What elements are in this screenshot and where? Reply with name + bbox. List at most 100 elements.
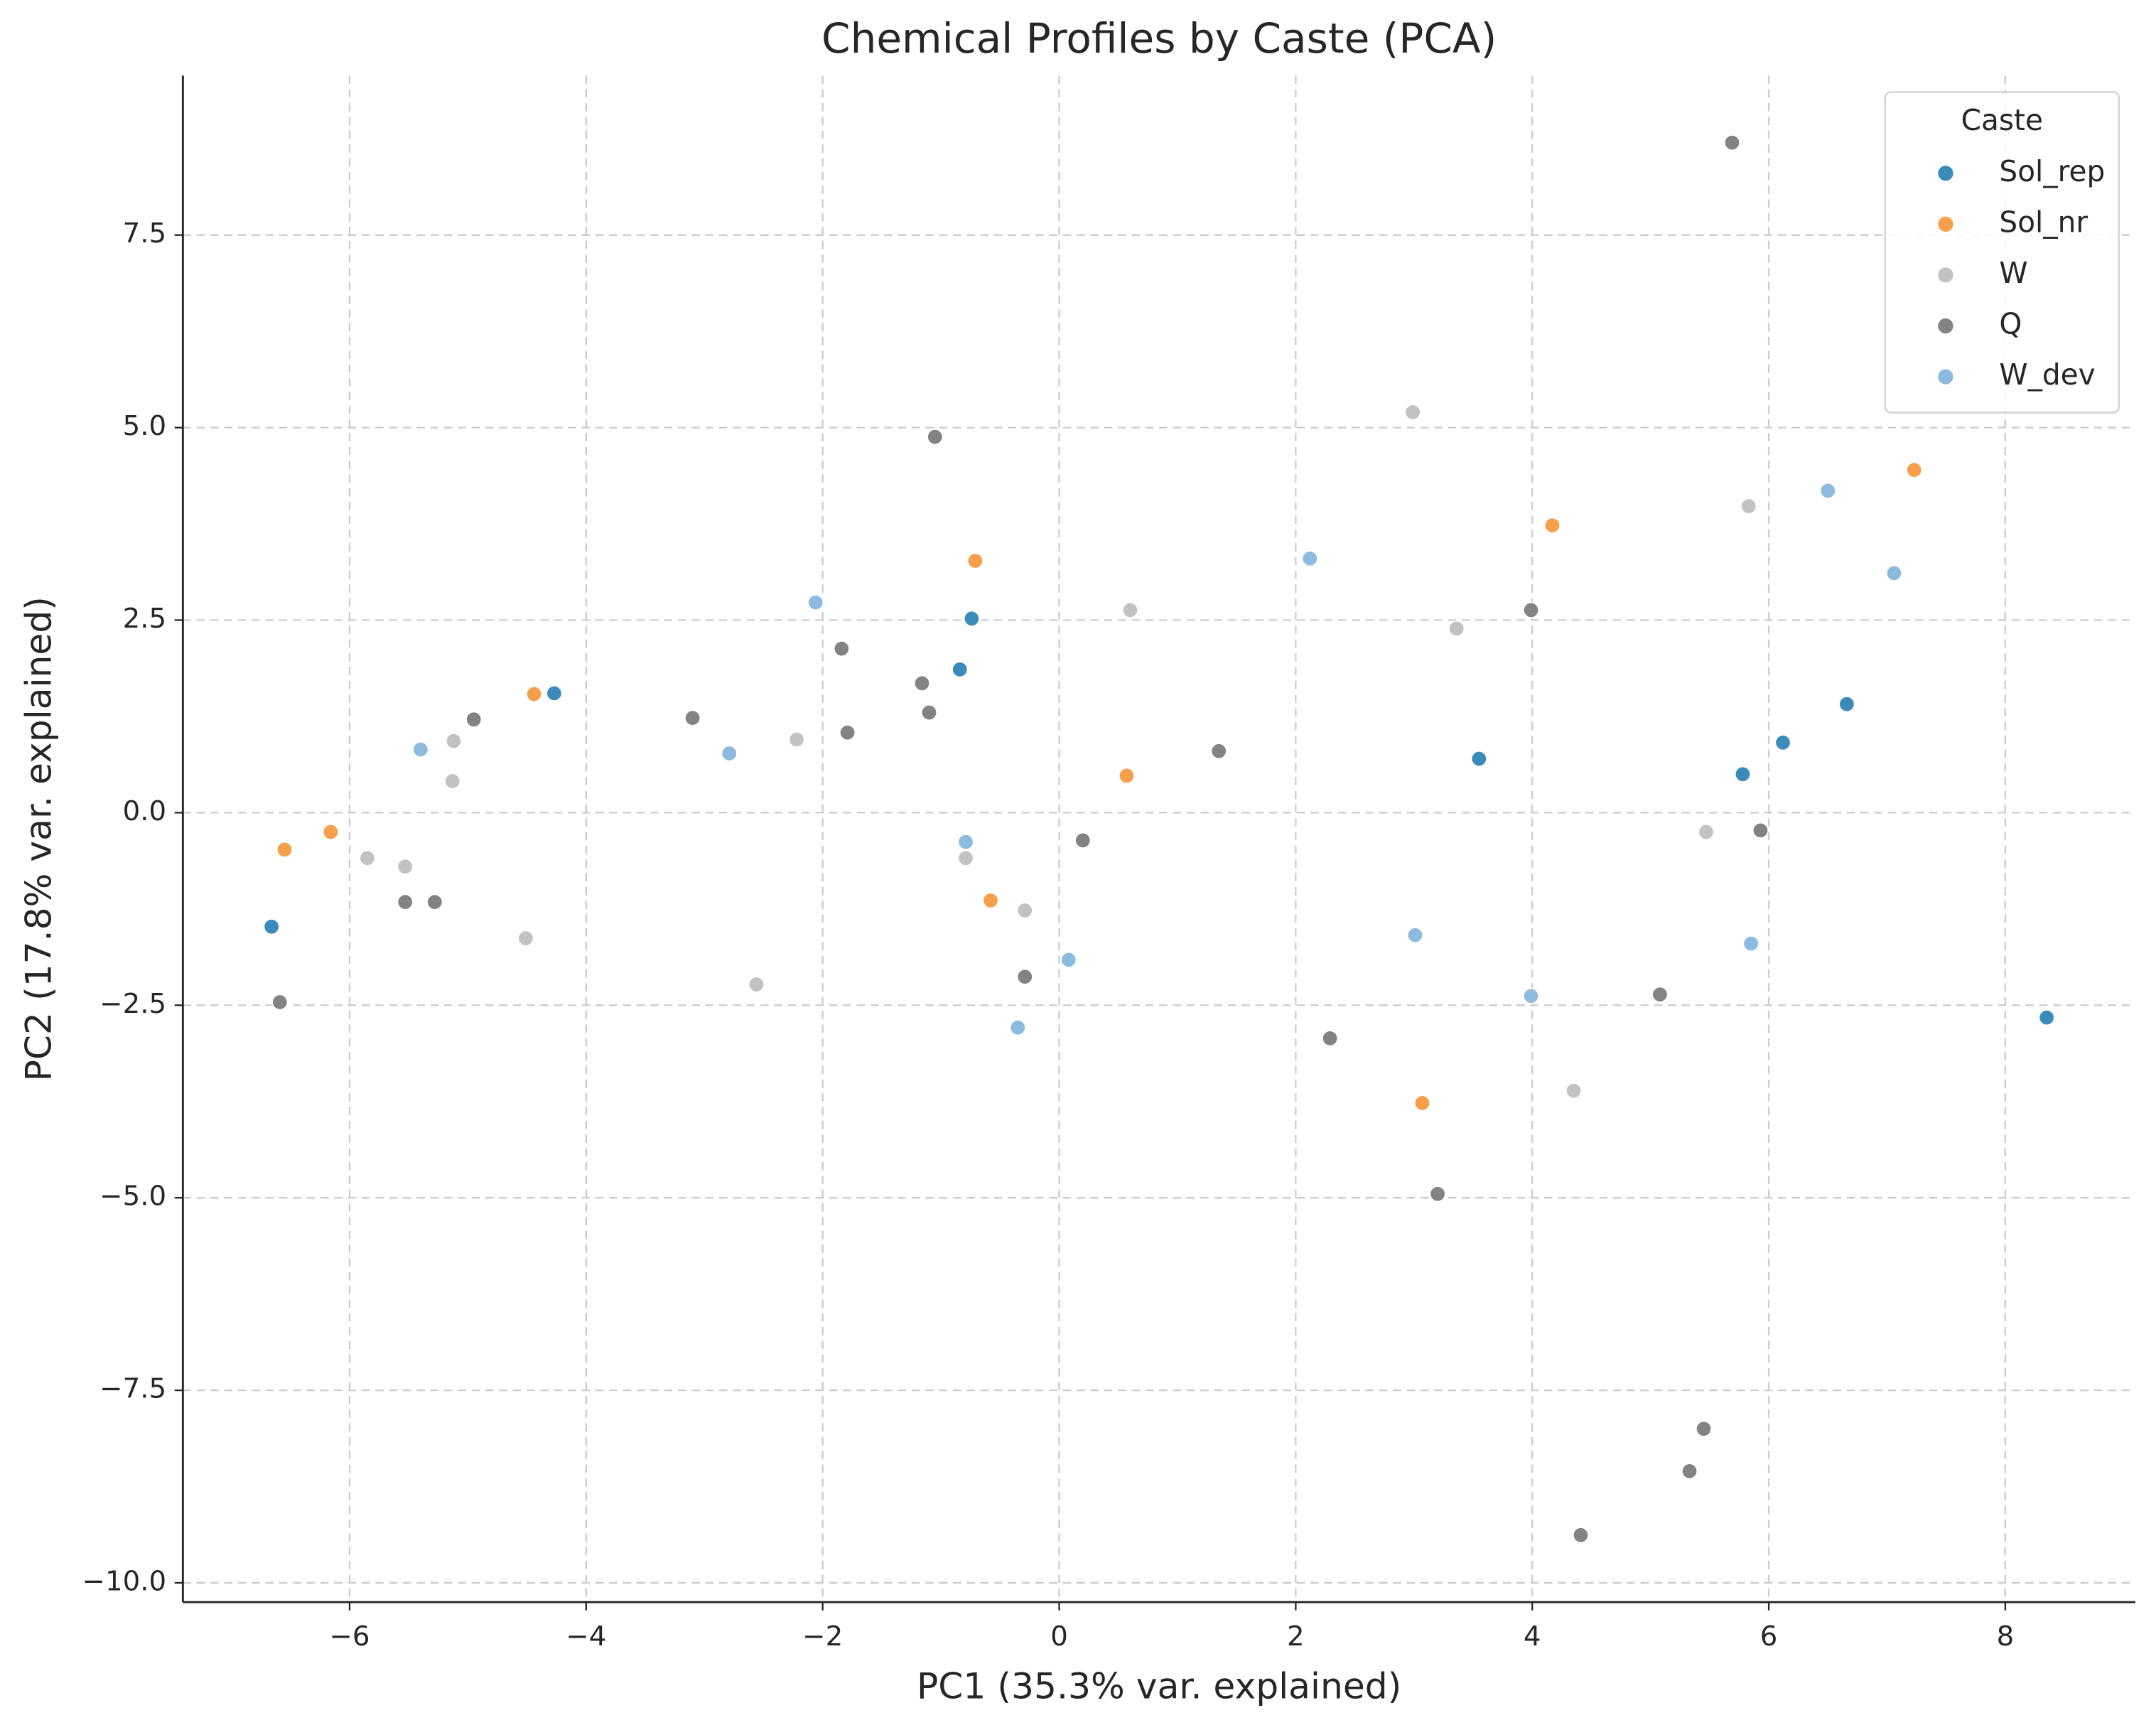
point — [952, 661, 969, 678]
point — [1523, 602, 1539, 618]
point — [1681, 1463, 1698, 1480]
legend-title: Caste — [1961, 103, 2043, 137]
point — [1429, 1186, 1446, 1203]
point — [1740, 498, 1757, 515]
point — [526, 686, 543, 702]
y-tick-label: 0.0 — [123, 795, 167, 827]
x-tick-label: 6 — [1760, 1621, 1778, 1653]
point — [927, 429, 944, 446]
point — [1210, 743, 1227, 760]
point — [426, 893, 443, 910]
point — [982, 892, 999, 909]
point — [263, 918, 280, 935]
y-axis-label: PC2 (17.8% var. explained) — [18, 596, 60, 1081]
point — [1906, 461, 1923, 478]
point — [517, 930, 534, 947]
point — [412, 741, 429, 758]
point — [1774, 734, 1791, 751]
point — [1301, 550, 1318, 567]
point — [465, 711, 483, 728]
point — [1060, 951, 1077, 968]
chart-title: Chemical Profiles by Caste (PCA) — [821, 14, 1497, 63]
point — [833, 640, 850, 657]
legend-label: W — [1999, 256, 2027, 290]
point — [1074, 832, 1092, 849]
point — [276, 841, 293, 858]
y-tick-label: 5.0 — [123, 410, 167, 442]
point — [444, 773, 461, 790]
point — [546, 685, 563, 702]
y-tick-label: −5.0 — [99, 1181, 166, 1213]
x-tick-label: 0 — [1050, 1621, 1068, 1653]
point — [839, 724, 856, 741]
x-tick-label: −2 — [802, 1621, 843, 1653]
point — [446, 733, 462, 750]
x-tick-label: −6 — [329, 1621, 370, 1653]
point — [1016, 968, 1033, 985]
legend: Caste Sol_rep Sol_nr WQ W_dev — [1884, 91, 2120, 414]
legend-label: Q — [1999, 307, 2022, 341]
legend-marker — [1938, 267, 1953, 283]
point — [1016, 902, 1033, 919]
point — [1724, 134, 1740, 151]
grid: −6 −4 −2 0 2 4 6 8 −10.0 −7.5 −5.0 −2.5 0.0 2.5 5.0 7.5 — [82, 75, 2135, 1653]
point — [2038, 1009, 2055, 1026]
point — [1544, 517, 1561, 534]
point — [807, 594, 824, 611]
point — [1414, 1095, 1430, 1112]
point — [1886, 564, 1902, 581]
legend-marker — [1938, 369, 1953, 385]
x-axis-label: PC1 (35.3% var. explained) — [917, 1665, 1401, 1707]
point — [1322, 1030, 1339, 1047]
point — [966, 552, 983, 569]
point — [721, 745, 738, 762]
x-tick-label: 8 — [1997, 1621, 2015, 1653]
legend-marker — [1938, 166, 1953, 181]
y-tick-label: 7.5 — [123, 217, 167, 249]
point — [322, 824, 339, 840]
y-tick-label: −7.5 — [99, 1373, 166, 1405]
point — [748, 976, 765, 993]
point — [1448, 620, 1465, 637]
point — [914, 675, 930, 692]
points — [263, 134, 2055, 1544]
point — [397, 858, 414, 875]
point — [1651, 986, 1669, 1003]
point — [397, 893, 414, 910]
point — [1838, 696, 1855, 713]
legend-label: Sol_nr — [1999, 205, 2088, 239]
point — [1819, 483, 1836, 499]
point — [1752, 822, 1769, 839]
point — [684, 709, 701, 726]
point — [1742, 935, 1759, 952]
point — [1523, 987, 1539, 1004]
x-tick-label: 2 — [1287, 1621, 1305, 1653]
point — [1470, 751, 1487, 767]
point — [1735, 765, 1751, 783]
x-tick-label: 4 — [1524, 1621, 1541, 1653]
point — [1009, 1019, 1026, 1036]
legend-label: Sol_rep — [1999, 154, 2105, 188]
point — [1118, 767, 1135, 784]
y-tick-label: 2.5 — [123, 603, 167, 635]
legend-label: W_dev — [1999, 358, 2095, 392]
legend-marker — [1938, 216, 1953, 232]
legend-marker — [1938, 318, 1953, 334]
point — [1573, 1527, 1589, 1544]
point — [788, 731, 805, 748]
point — [957, 834, 974, 850]
point — [963, 610, 980, 627]
point — [1404, 404, 1421, 421]
point — [359, 849, 376, 866]
x-tick-label: −4 — [566, 1621, 606, 1653]
point — [957, 849, 974, 866]
y-tick-label: −10.0 — [82, 1565, 167, 1597]
point — [1407, 927, 1423, 944]
point — [921, 704, 937, 721]
point — [1696, 1420, 1712, 1437]
point — [1698, 824, 1715, 840]
point — [1121, 602, 1138, 618]
